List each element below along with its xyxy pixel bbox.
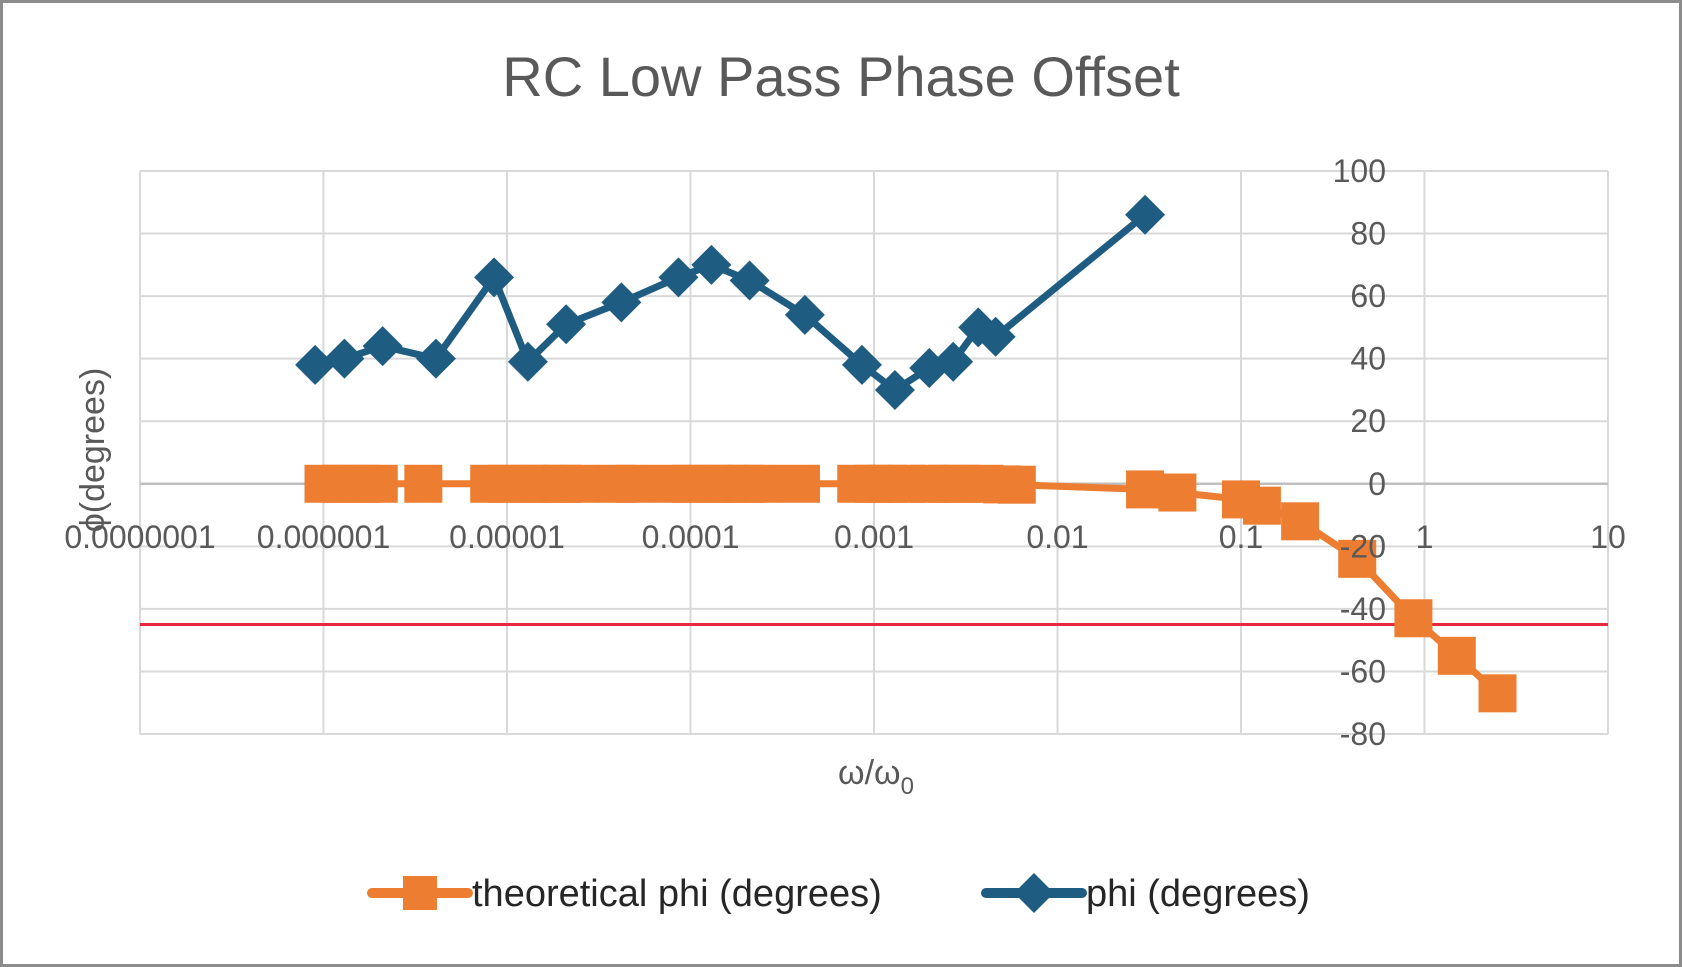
- data-point-diamond: [546, 304, 587, 345]
- x-tick-label: 10: [1590, 519, 1626, 555]
- data-point-diamond: [507, 341, 548, 382]
- x-tick-label: 0.0000001: [64, 519, 215, 555]
- x-tick-label: 0.001: [834, 519, 914, 555]
- legend-item-1: phi (degrees): [981, 873, 1310, 915]
- legend-diamond-marker: [1014, 873, 1054, 913]
- gridlines: [139, 170, 1609, 735]
- data-point-diamond: [933, 341, 974, 382]
- y-tick-label: 100: [1333, 153, 1386, 189]
- data-point-diamond: [474, 257, 515, 298]
- x-tick-label: 0.01: [1026, 519, 1088, 555]
- y-tick-label: 80: [1350, 216, 1386, 252]
- x-tick-label: 0.000001: [257, 519, 390, 555]
- series-1: [295, 194, 1166, 410]
- y-tick-label: -40: [1340, 591, 1386, 627]
- x-axis-title-subscript: 0: [901, 773, 914, 800]
- data-point-square: [1338, 539, 1377, 578]
- data-point-square: [404, 464, 443, 503]
- legend: theoretical phi (degrees) phi (degrees): [367, 873, 1310, 915]
- x-axis-title-main: ω/ω: [838, 754, 901, 792]
- data-point-square: [1158, 473, 1197, 512]
- legend-label: phi (degrees): [1086, 873, 1310, 915]
- data-point-square: [781, 464, 820, 503]
- chart-title: RC Low Pass Phase Offset: [502, 45, 1180, 108]
- y-tick-label: -80: [1340, 716, 1386, 752]
- x-tick-label: 0.00001: [449, 519, 565, 555]
- legend-label: theoretical phi (degrees): [472, 873, 882, 915]
- series-group: [295, 194, 1517, 713]
- data-point-diamond: [295, 344, 336, 385]
- y-tick-label: 60: [1350, 278, 1386, 314]
- y-tick-label: 0: [1368, 466, 1386, 502]
- data-point-square: [1437, 636, 1476, 675]
- x-tick-label: 0.0001: [642, 519, 740, 555]
- x-tick-label: 1: [1416, 519, 1434, 555]
- data-point-diamond: [729, 260, 770, 301]
- data-point-square: [1242, 486, 1281, 525]
- data-point-diamond: [1125, 194, 1166, 235]
- data-point-diamond: [975, 316, 1016, 357]
- data-point-diamond: [874, 369, 915, 410]
- data-point-square: [359, 464, 398, 503]
- data-point-square: [1478, 674, 1517, 713]
- legend-square-marker: [403, 876, 437, 910]
- x-axis-title: ω/ω0: [838, 754, 914, 800]
- data-point-square: [997, 465, 1036, 504]
- data-point-diamond: [691, 244, 732, 285]
- data-point-diamond: [601, 282, 642, 323]
- data-point-diamond: [841, 344, 882, 385]
- y-tick-label: -20: [1340, 528, 1386, 564]
- data-point-diamond: [324, 338, 365, 379]
- data-point-square: [561, 464, 600, 503]
- y-axis-title: ϕ(degrees): [74, 368, 112, 533]
- data-point-diamond: [658, 257, 699, 298]
- data-point-square: [1281, 502, 1320, 541]
- data-point-diamond: [415, 338, 456, 379]
- data-point-diamond: [784, 294, 825, 335]
- y-tick-labels: -80 -60 -40 -20 0 20 40 60 80 100: [1333, 153, 1386, 752]
- y-tick-label: 40: [1350, 341, 1386, 377]
- data-point-square: [1126, 470, 1165, 509]
- data-point-diamond: [362, 326, 403, 367]
- data-point-square: [616, 464, 655, 503]
- y-tick-label: -60: [1340, 653, 1386, 689]
- data-point-square: [1394, 599, 1433, 638]
- series-0: [304, 464, 1517, 713]
- data-point-square: [744, 464, 783, 503]
- legend-item-0: theoretical phi (degrees): [367, 873, 882, 915]
- x-tick-label: 0.1: [1219, 519, 1263, 555]
- x-tick-labels: 0.0000001 0.000001 0.00001 0.0001 0.001 0.01 0…: [64, 519, 1625, 555]
- y-tick-label: 20: [1350, 403, 1386, 439]
